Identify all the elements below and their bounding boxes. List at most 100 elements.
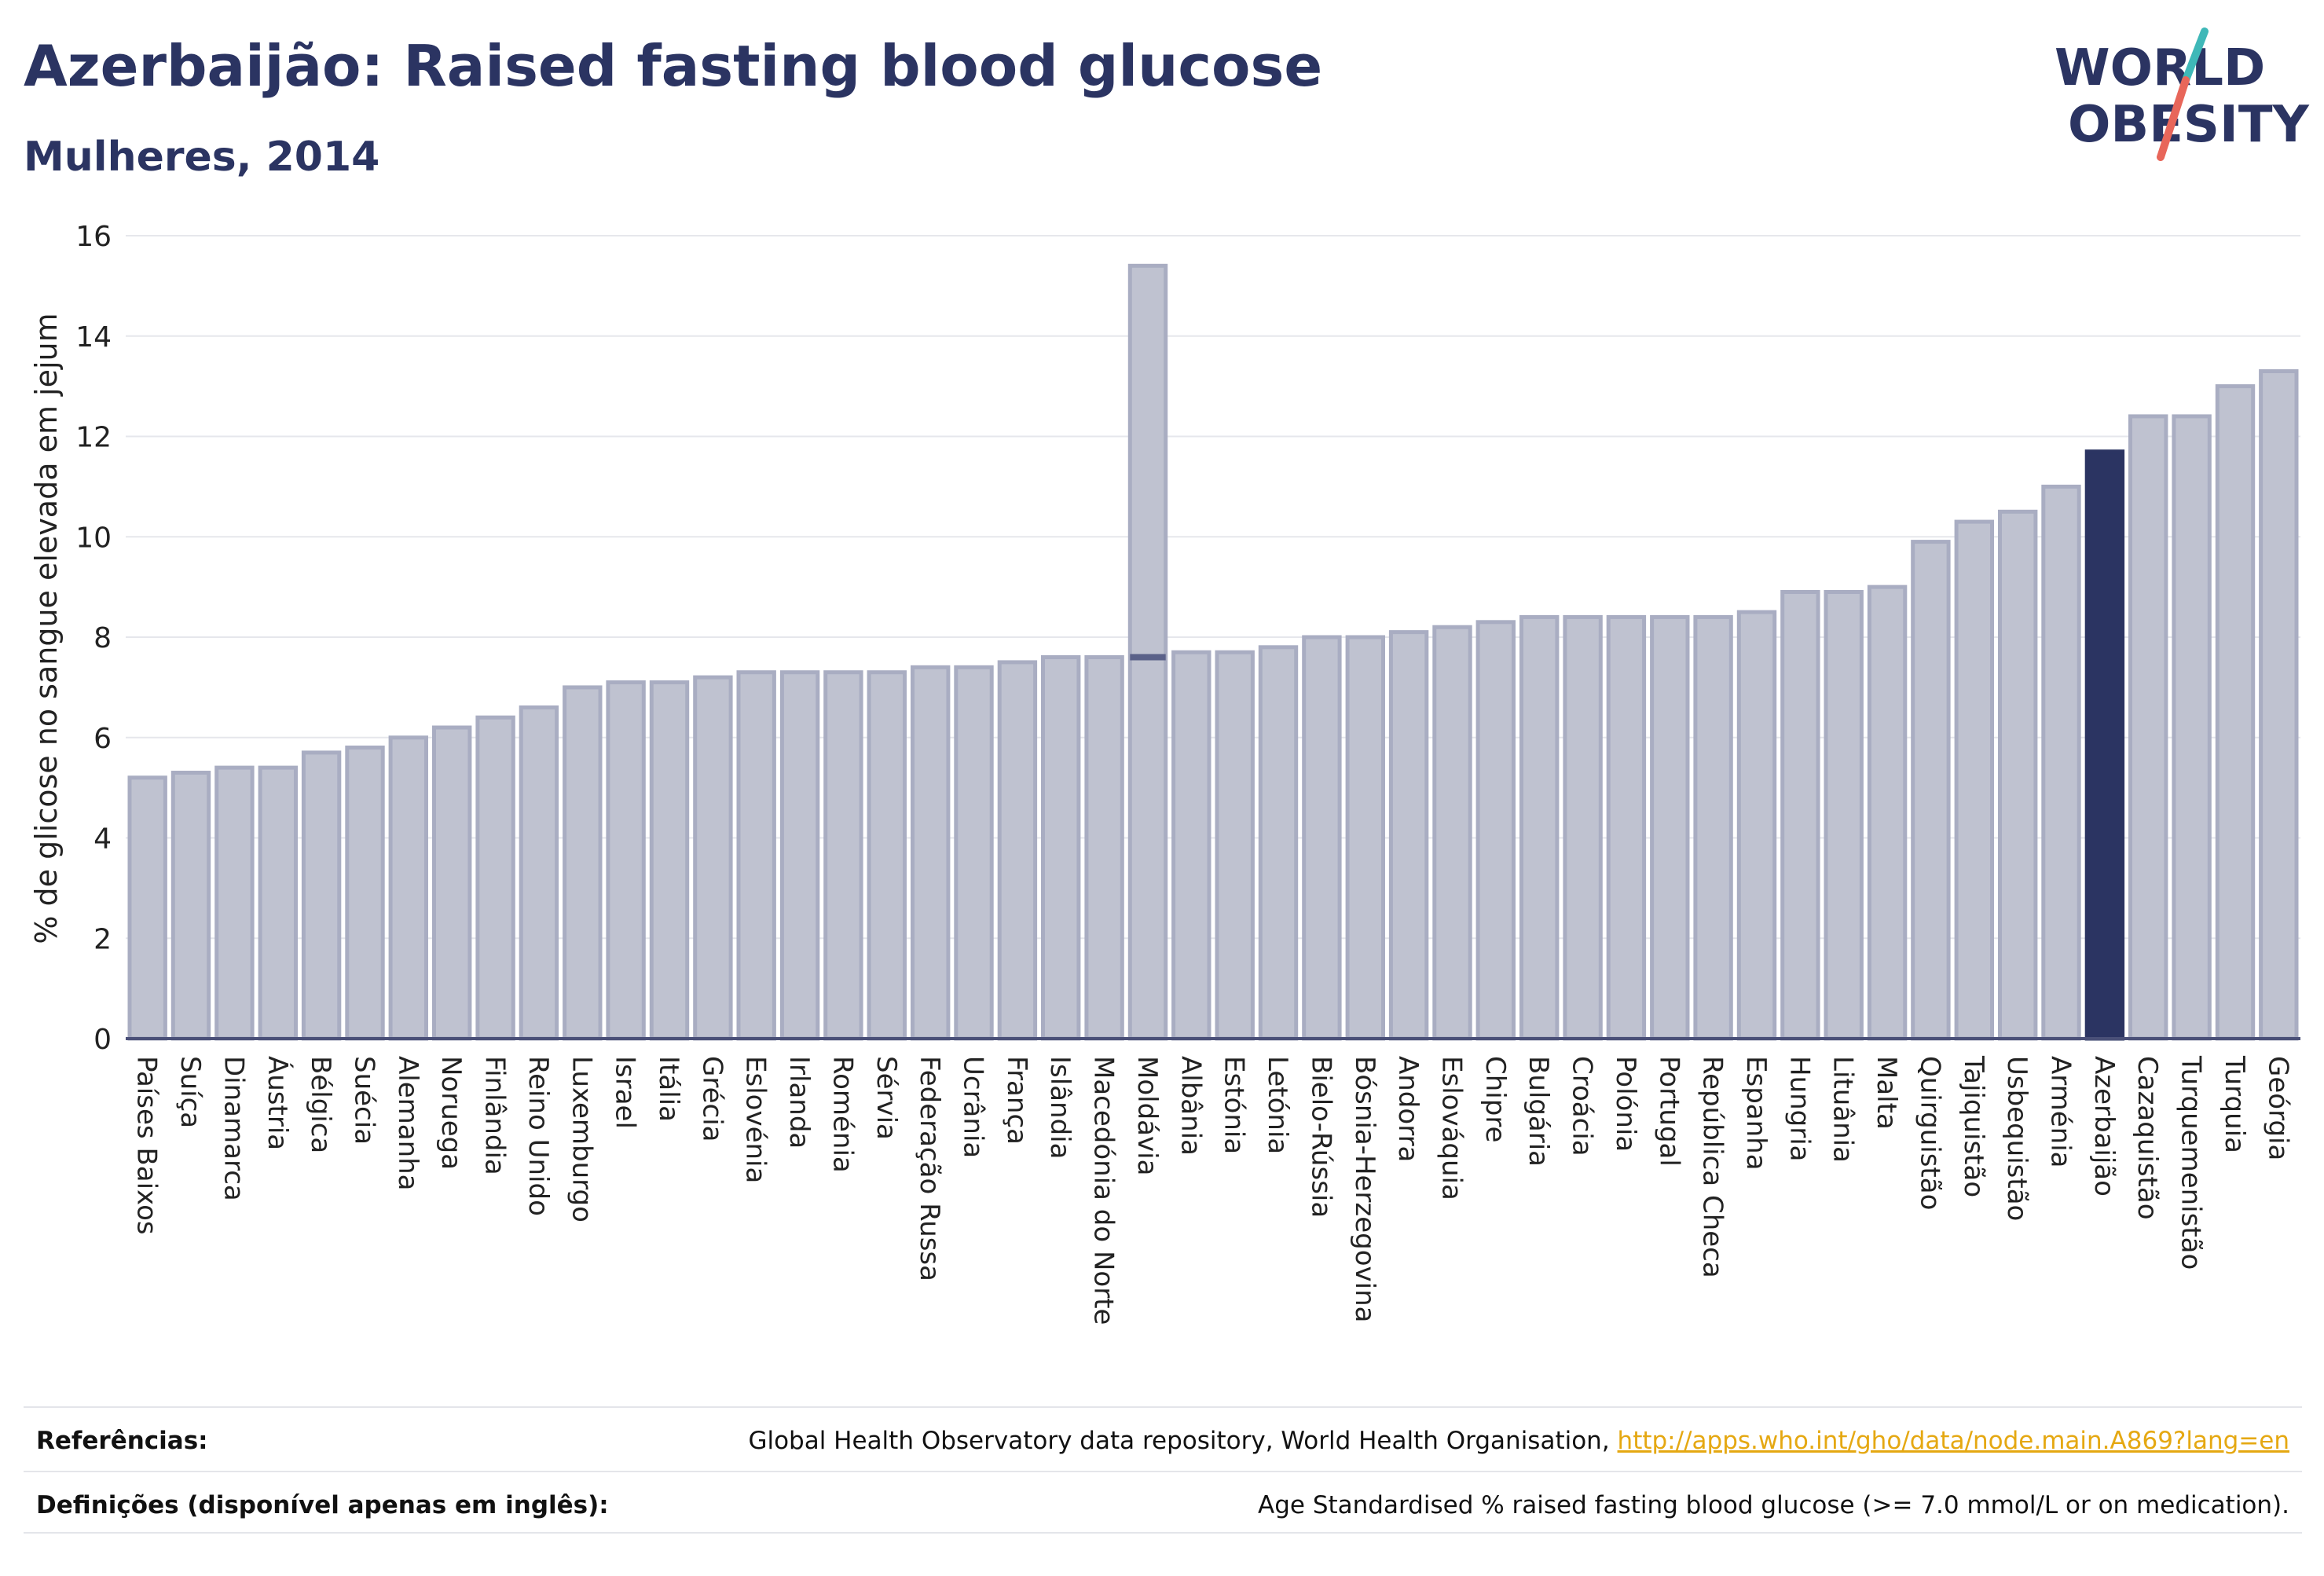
bar — [1041, 655, 1081, 1041]
x-tick-label: Bósnia-Herzegovina — [1349, 1056, 1380, 1323]
bar-highlight — [2084, 449, 2125, 1041]
bar — [606, 680, 646, 1041]
bar — [258, 765, 299, 1041]
x-tick-label: Finlândia — [479, 1056, 511, 1175]
bar — [1824, 590, 1864, 1041]
bar — [1127, 263, 1168, 1041]
x-tick-label: Eslovénia — [740, 1056, 772, 1183]
references-label: Referências: — [36, 1427, 208, 1455]
bar — [1388, 630, 1429, 1041]
x-tick-label: Albânia — [1175, 1056, 1206, 1156]
bar — [563, 685, 603, 1041]
x-tick-label: Estónia — [1219, 1056, 1250, 1154]
x-tick-label: Portugal — [1653, 1056, 1684, 1167]
bar — [1302, 635, 1342, 1041]
definitions-row: Definições (disponível apenas em inglês)… — [24, 1471, 2302, 1537]
bar — [301, 750, 342, 1041]
x-tick-label: Alemanha — [392, 1056, 423, 1191]
page-subtitle: Mulheres, 2014 — [24, 134, 380, 181]
x-tick-label: França — [1001, 1056, 1032, 1145]
x-tick-label: Itália — [653, 1056, 684, 1122]
y-axis-ticks: 0 2 4 6 8 10 12 14 16 — [75, 221, 112, 1056]
x-tick-label: República Checa — [1697, 1056, 1728, 1278]
references-link[interactable]: http://apps.who.int/gho/data/node.main.A… — [1617, 1427, 2289, 1455]
x-tick-label: Macedónia do Norte — [1088, 1056, 1120, 1325]
bar — [867, 670, 907, 1041]
x-tick-label: Luxemburgo — [566, 1056, 597, 1222]
y-tick-label: 0 — [93, 1024, 112, 1056]
x-tick-label: Bulgária — [1523, 1056, 1554, 1167]
bar — [1736, 610, 1777, 1041]
x-tick-label: Israel — [610, 1056, 641, 1129]
bar — [911, 665, 951, 1041]
x-tick-label: Grécia — [696, 1056, 728, 1142]
bar — [2259, 369, 2299, 1041]
bars — [126, 263, 2300, 1041]
bar — [1867, 585, 1908, 1041]
x-tick-label: Turquemenistão — [2176, 1055, 2207, 1270]
definitions-text: Age Standardised % raised fasting blood … — [1258, 1491, 2289, 1519]
x-tick-label: Geórgia — [2262, 1056, 2293, 1160]
bar — [432, 725, 472, 1041]
references-text: Global Health Observatory data repositor… — [748, 1427, 1618, 1455]
bar — [170, 771, 211, 1041]
bar — [2128, 414, 2168, 1041]
x-tick-label: Usbequistão — [2001, 1056, 2033, 1221]
bar — [1258, 645, 1299, 1041]
x-tick-label: Azerbaijão — [2088, 1056, 2120, 1197]
x-tick-label: Noruega — [435, 1056, 467, 1170]
x-tick-label: Suíça — [174, 1056, 206, 1128]
bar — [823, 670, 863, 1041]
y-tick-label: 8 — [93, 622, 112, 654]
x-tick-label: Espanha — [1740, 1056, 1772, 1171]
y-tick-label: 10 — [75, 522, 112, 554]
y-tick-label: 6 — [93, 723, 112, 755]
x-tick-label: Suécia — [349, 1056, 380, 1145]
x-tick-label: Arménia — [2045, 1056, 2077, 1168]
y-tick-label: 4 — [93, 823, 112, 856]
x-tick-label: Moldávia — [1131, 1056, 1163, 1175]
y-tick-label: 2 — [93, 923, 112, 955]
logo-line2: OBESITY — [2068, 96, 2309, 154]
bar — [736, 670, 776, 1041]
x-tick-label: Polónia — [1610, 1056, 1641, 1152]
logo-slash-teal — [2182, 27, 2209, 84]
x-tick-label: Roménia — [827, 1056, 858, 1173]
x-tick-label: Eslováquia — [1436, 1056, 1468, 1200]
bar — [1780, 590, 1820, 1041]
bar — [1084, 655, 1124, 1041]
x-tick-label: Dinamarca — [218, 1056, 249, 1201]
bar — [1650, 614, 1690, 1041]
x-tick-label: Andorra — [1392, 1056, 1424, 1162]
y-tick-label: 16 — [75, 221, 112, 253]
bar — [1475, 620, 1516, 1041]
y-tick-label: 14 — [75, 321, 112, 354]
x-tick-label: Tajiquistão — [1958, 1055, 1989, 1197]
x-tick-label: Cazaquistão — [2132, 1056, 2163, 1220]
x-tick-label: Irlanda — [783, 1056, 815, 1149]
x-tick-label: Croácia — [1567, 1056, 1598, 1156]
bar — [2215, 384, 2256, 1041]
x-tick-label: Reino Unido — [522, 1056, 554, 1216]
bar — [1998, 509, 2038, 1041]
x-tick-label: Quirguistão — [1914, 1056, 1945, 1210]
world-obesity-logo: WORLD OBESITY — [2055, 27, 2309, 161]
bar — [1954, 519, 1995, 1041]
bar — [2041, 484, 2081, 1041]
x-tick-label: Islândia — [1044, 1056, 1076, 1159]
x-tick-label: Federação Russa — [914, 1056, 945, 1281]
x-tick-label: Bélgica — [305, 1056, 336, 1153]
footer-divider — [24, 1532, 2302, 1534]
y-tick-label: 12 — [75, 422, 112, 454]
bar — [388, 735, 429, 1041]
x-tick-label: Hungria — [1783, 1056, 1815, 1162]
bar — [1519, 614, 1560, 1041]
bar — [214, 765, 255, 1041]
bar — [1215, 650, 1255, 1041]
y-axis-label: % de glicose no sangue elevada em jejum — [29, 313, 64, 944]
x-tick-label: Chipre — [1479, 1056, 1511, 1142]
logo-slash-coral — [2157, 76, 2190, 161]
bar — [1606, 614, 1647, 1041]
bar — [2172, 414, 2212, 1041]
x-tick-label: Países Baixos — [131, 1056, 163, 1235]
